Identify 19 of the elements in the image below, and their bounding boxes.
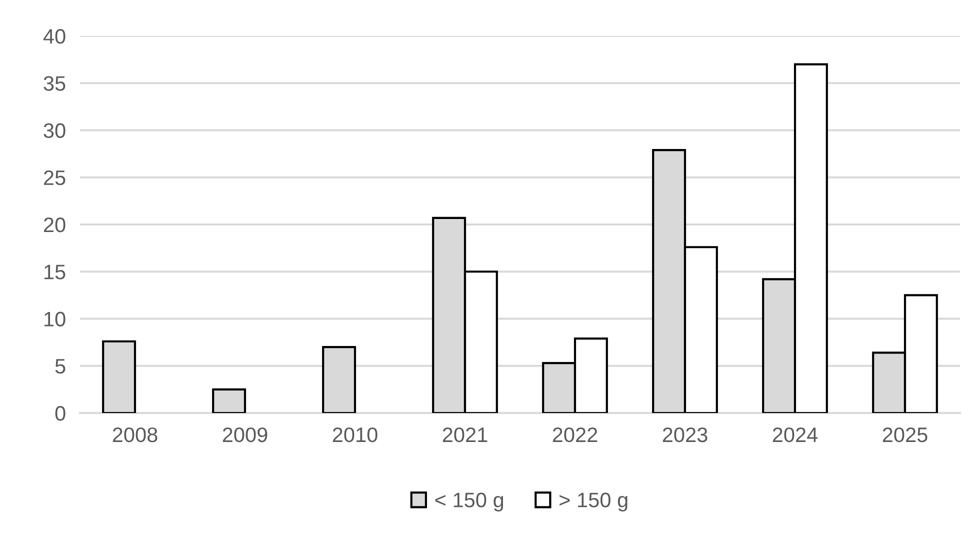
legend-label: > 150 g [560, 492, 628, 512]
y-tick-label: 35 [44, 76, 66, 91]
x-tick-label: 2008 [112, 427, 158, 442]
x-tick-label: 2022 [552, 427, 598, 442]
y-tick-label: 40 [43, 29, 66, 44]
y-tick-label: 30 [44, 123, 66, 138]
x-tick-label: 2021 [442, 427, 488, 442]
y-tick-label: 25 [44, 170, 66, 186]
x-tick-label: 2024 [772, 427, 818, 442]
y-tick-label: 5 [55, 359, 66, 374]
x-tick-label: 2009 [222, 427, 268, 442]
y-tick-label: 10 [44, 312, 66, 327]
y-tick-label: 20 [44, 218, 66, 232]
x-tick-label: 2025 [882, 427, 928, 442]
x-tick-label: 2023 [662, 427, 708, 442]
y-tick-label: 15 [44, 264, 66, 280]
legend-label: < 150 g [435, 492, 504, 512]
x-tick-label: 2010 [332, 427, 378, 442]
y-tick-label: 0 [55, 406, 66, 421]
